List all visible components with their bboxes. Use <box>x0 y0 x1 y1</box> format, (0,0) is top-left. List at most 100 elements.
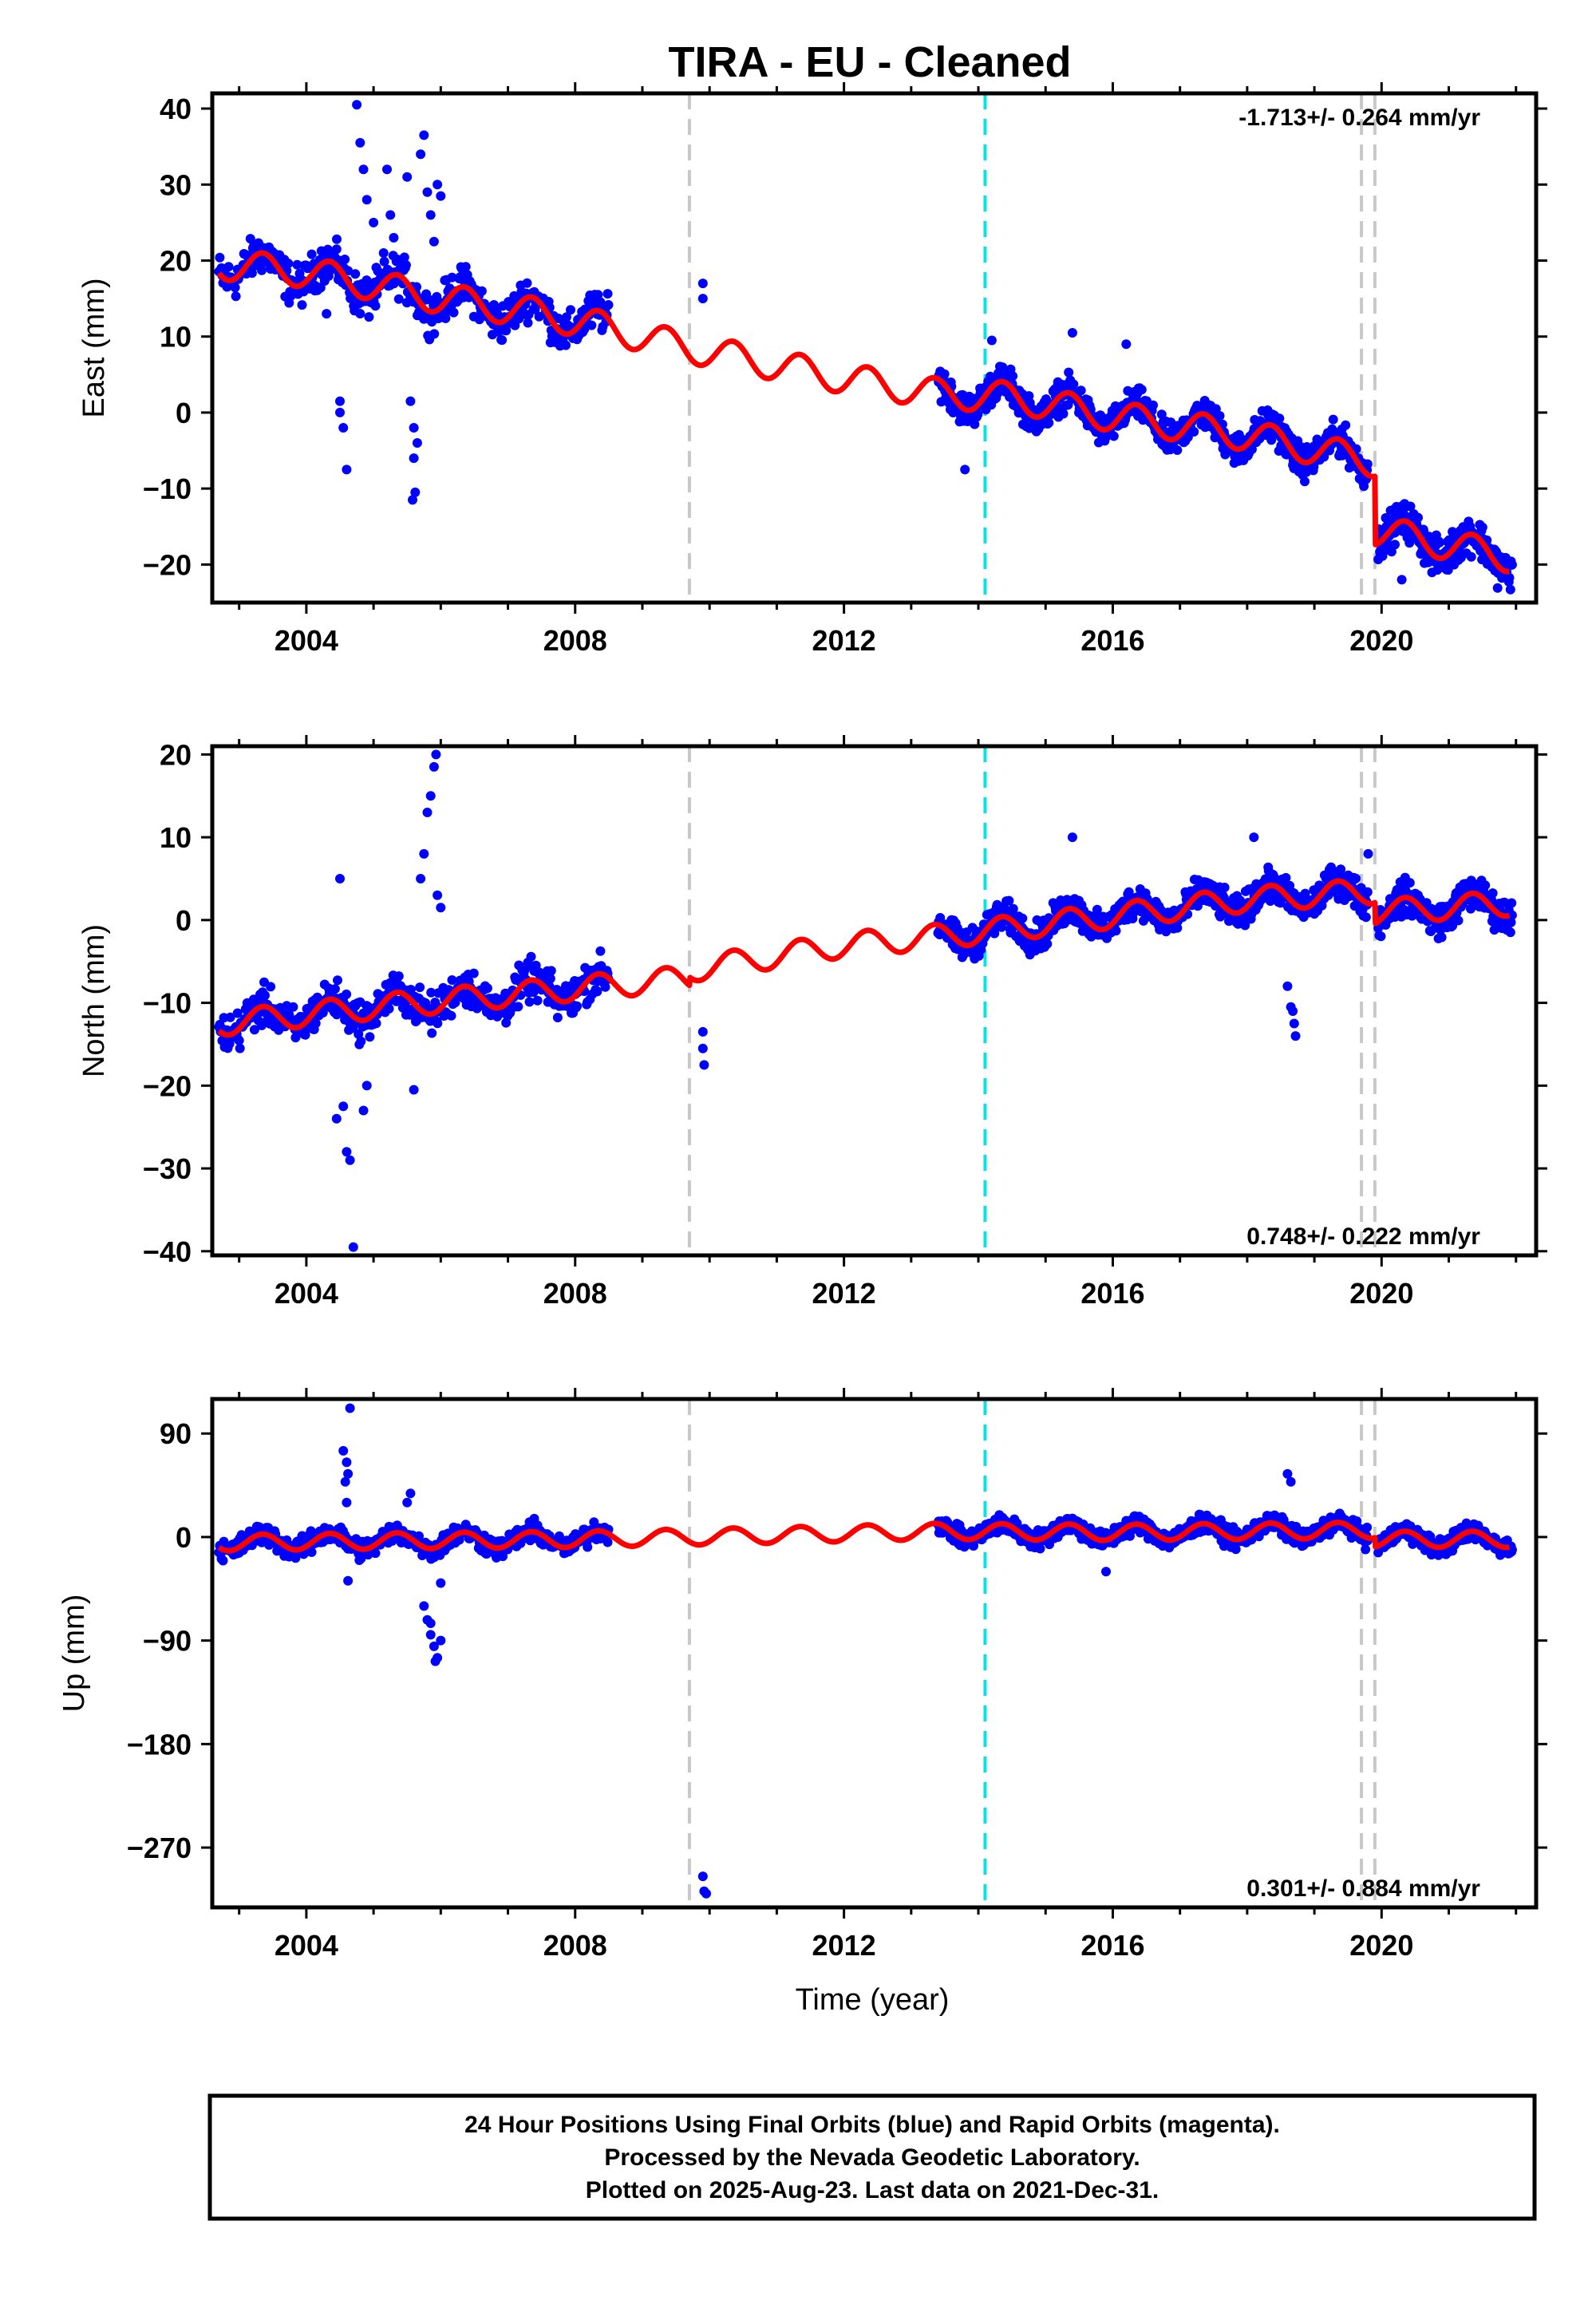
data-point <box>1219 883 1230 892</box>
outlier-point <box>429 236 439 247</box>
outlier-point <box>335 396 345 406</box>
footer-box: 24 Hour Positions Using Final Orbits (bl… <box>207 2093 1537 2221</box>
footer-line-1: 24 Hour Positions Using Final Orbits (bl… <box>464 2112 1280 2138</box>
y-tick-label: −180 <box>127 1728 192 1761</box>
data-point <box>1172 445 1183 455</box>
data-point <box>595 946 606 956</box>
outlier-point <box>382 164 392 175</box>
outlier-point <box>402 1497 413 1508</box>
x-tick-label: 2004 <box>275 1929 338 1962</box>
data-point <box>1044 417 1054 428</box>
y-tick-label: −10 <box>143 987 192 1020</box>
data-point <box>1507 559 1517 570</box>
data-point <box>371 1018 381 1029</box>
x-tick-label: 2012 <box>812 1929 876 1962</box>
data-point <box>524 997 535 1007</box>
data-point <box>1328 414 1338 425</box>
data-point <box>1076 385 1086 396</box>
data-point <box>532 995 543 1006</box>
data-point <box>1035 1543 1045 1554</box>
data-point <box>561 340 571 350</box>
outlier-point <box>1289 1018 1299 1029</box>
y-axis-label: Up (mm) <box>57 1595 91 1713</box>
data-point <box>370 301 381 311</box>
outlier-point <box>385 210 396 220</box>
outlier-point <box>425 1618 436 1628</box>
y-tick-label: 0 <box>176 904 192 937</box>
data-point <box>429 329 440 339</box>
data-point <box>332 234 342 244</box>
outlier-point <box>343 1575 354 1586</box>
outlier-point <box>378 248 389 258</box>
data-point <box>355 309 365 318</box>
outlier-point <box>419 1601 429 1611</box>
outlier-point <box>389 232 399 243</box>
outlier-point <box>416 874 426 883</box>
data-points <box>214 1403 1517 1899</box>
x-tick-label: 2012 <box>812 1277 876 1310</box>
data-point <box>1008 371 1018 381</box>
data-point <box>534 311 544 322</box>
data-point <box>440 313 451 323</box>
data-point <box>1505 584 1515 595</box>
data-point <box>1362 887 1373 897</box>
data-point <box>552 1013 563 1022</box>
data-point <box>1434 537 1444 547</box>
data-point <box>350 269 361 279</box>
outlier-point <box>425 1630 436 1640</box>
data-point <box>1148 400 1158 410</box>
footer-line-2: Processed by the Nevada Geodetic Laborat… <box>604 2144 1140 2171</box>
data-point <box>1004 895 1014 906</box>
data-point <box>1341 420 1351 430</box>
outlier-point <box>1067 328 1077 338</box>
data-point <box>447 272 457 283</box>
y-tick-label: 40 <box>160 93 192 125</box>
outlier-point <box>338 1445 349 1456</box>
outlier-point <box>409 1085 419 1095</box>
data-point <box>1477 522 1487 532</box>
outlier-point <box>1396 575 1407 585</box>
outlier-point <box>422 187 433 197</box>
data-point <box>260 990 270 1001</box>
data-point <box>427 1028 437 1038</box>
outlier-point <box>697 279 708 289</box>
data-point <box>393 294 404 304</box>
outlier-point <box>322 309 332 319</box>
outlier-point <box>331 1113 342 1124</box>
outlier-point <box>338 423 349 433</box>
data-point <box>342 989 352 999</box>
outlier-point <box>409 423 419 433</box>
plot-frame <box>210 1397 1539 1910</box>
data-point <box>1504 572 1515 583</box>
data-point <box>1361 1544 1371 1555</box>
data-point <box>1156 409 1167 420</box>
data-point <box>522 278 532 288</box>
data-point <box>415 982 425 993</box>
outlier-point <box>352 100 362 110</box>
data-point <box>306 249 317 259</box>
data-point <box>562 312 571 322</box>
east-panel: 2004 2008 2012 2016 2020403020100−10−20East … <box>77 82 1547 657</box>
outlier-point <box>342 1147 352 1157</box>
data-point <box>283 259 294 269</box>
data-point <box>1505 927 1515 938</box>
north-panel: 2004 2008 2012 2016 202020100−10−20−30−40Nor… <box>77 735 1547 1310</box>
data-point <box>1376 931 1386 942</box>
x-tick-label: 2008 <box>543 1929 607 1962</box>
data-point <box>583 1542 593 1552</box>
data-point <box>1042 939 1053 949</box>
y-tick-label: −20 <box>143 548 192 581</box>
x-tick-label: 2008 <box>543 624 607 657</box>
data-point <box>257 265 267 275</box>
data-point <box>230 283 240 293</box>
x-tick-label: 2012 <box>812 624 876 657</box>
outlier-point <box>436 1635 446 1646</box>
outlier-point <box>1101 1567 1111 1577</box>
data-point <box>546 966 556 976</box>
data-point <box>1362 1522 1373 1532</box>
outlier-point <box>342 464 352 475</box>
data-point <box>1111 926 1121 936</box>
outlier-point <box>436 1578 446 1588</box>
outlier-point <box>358 164 369 175</box>
